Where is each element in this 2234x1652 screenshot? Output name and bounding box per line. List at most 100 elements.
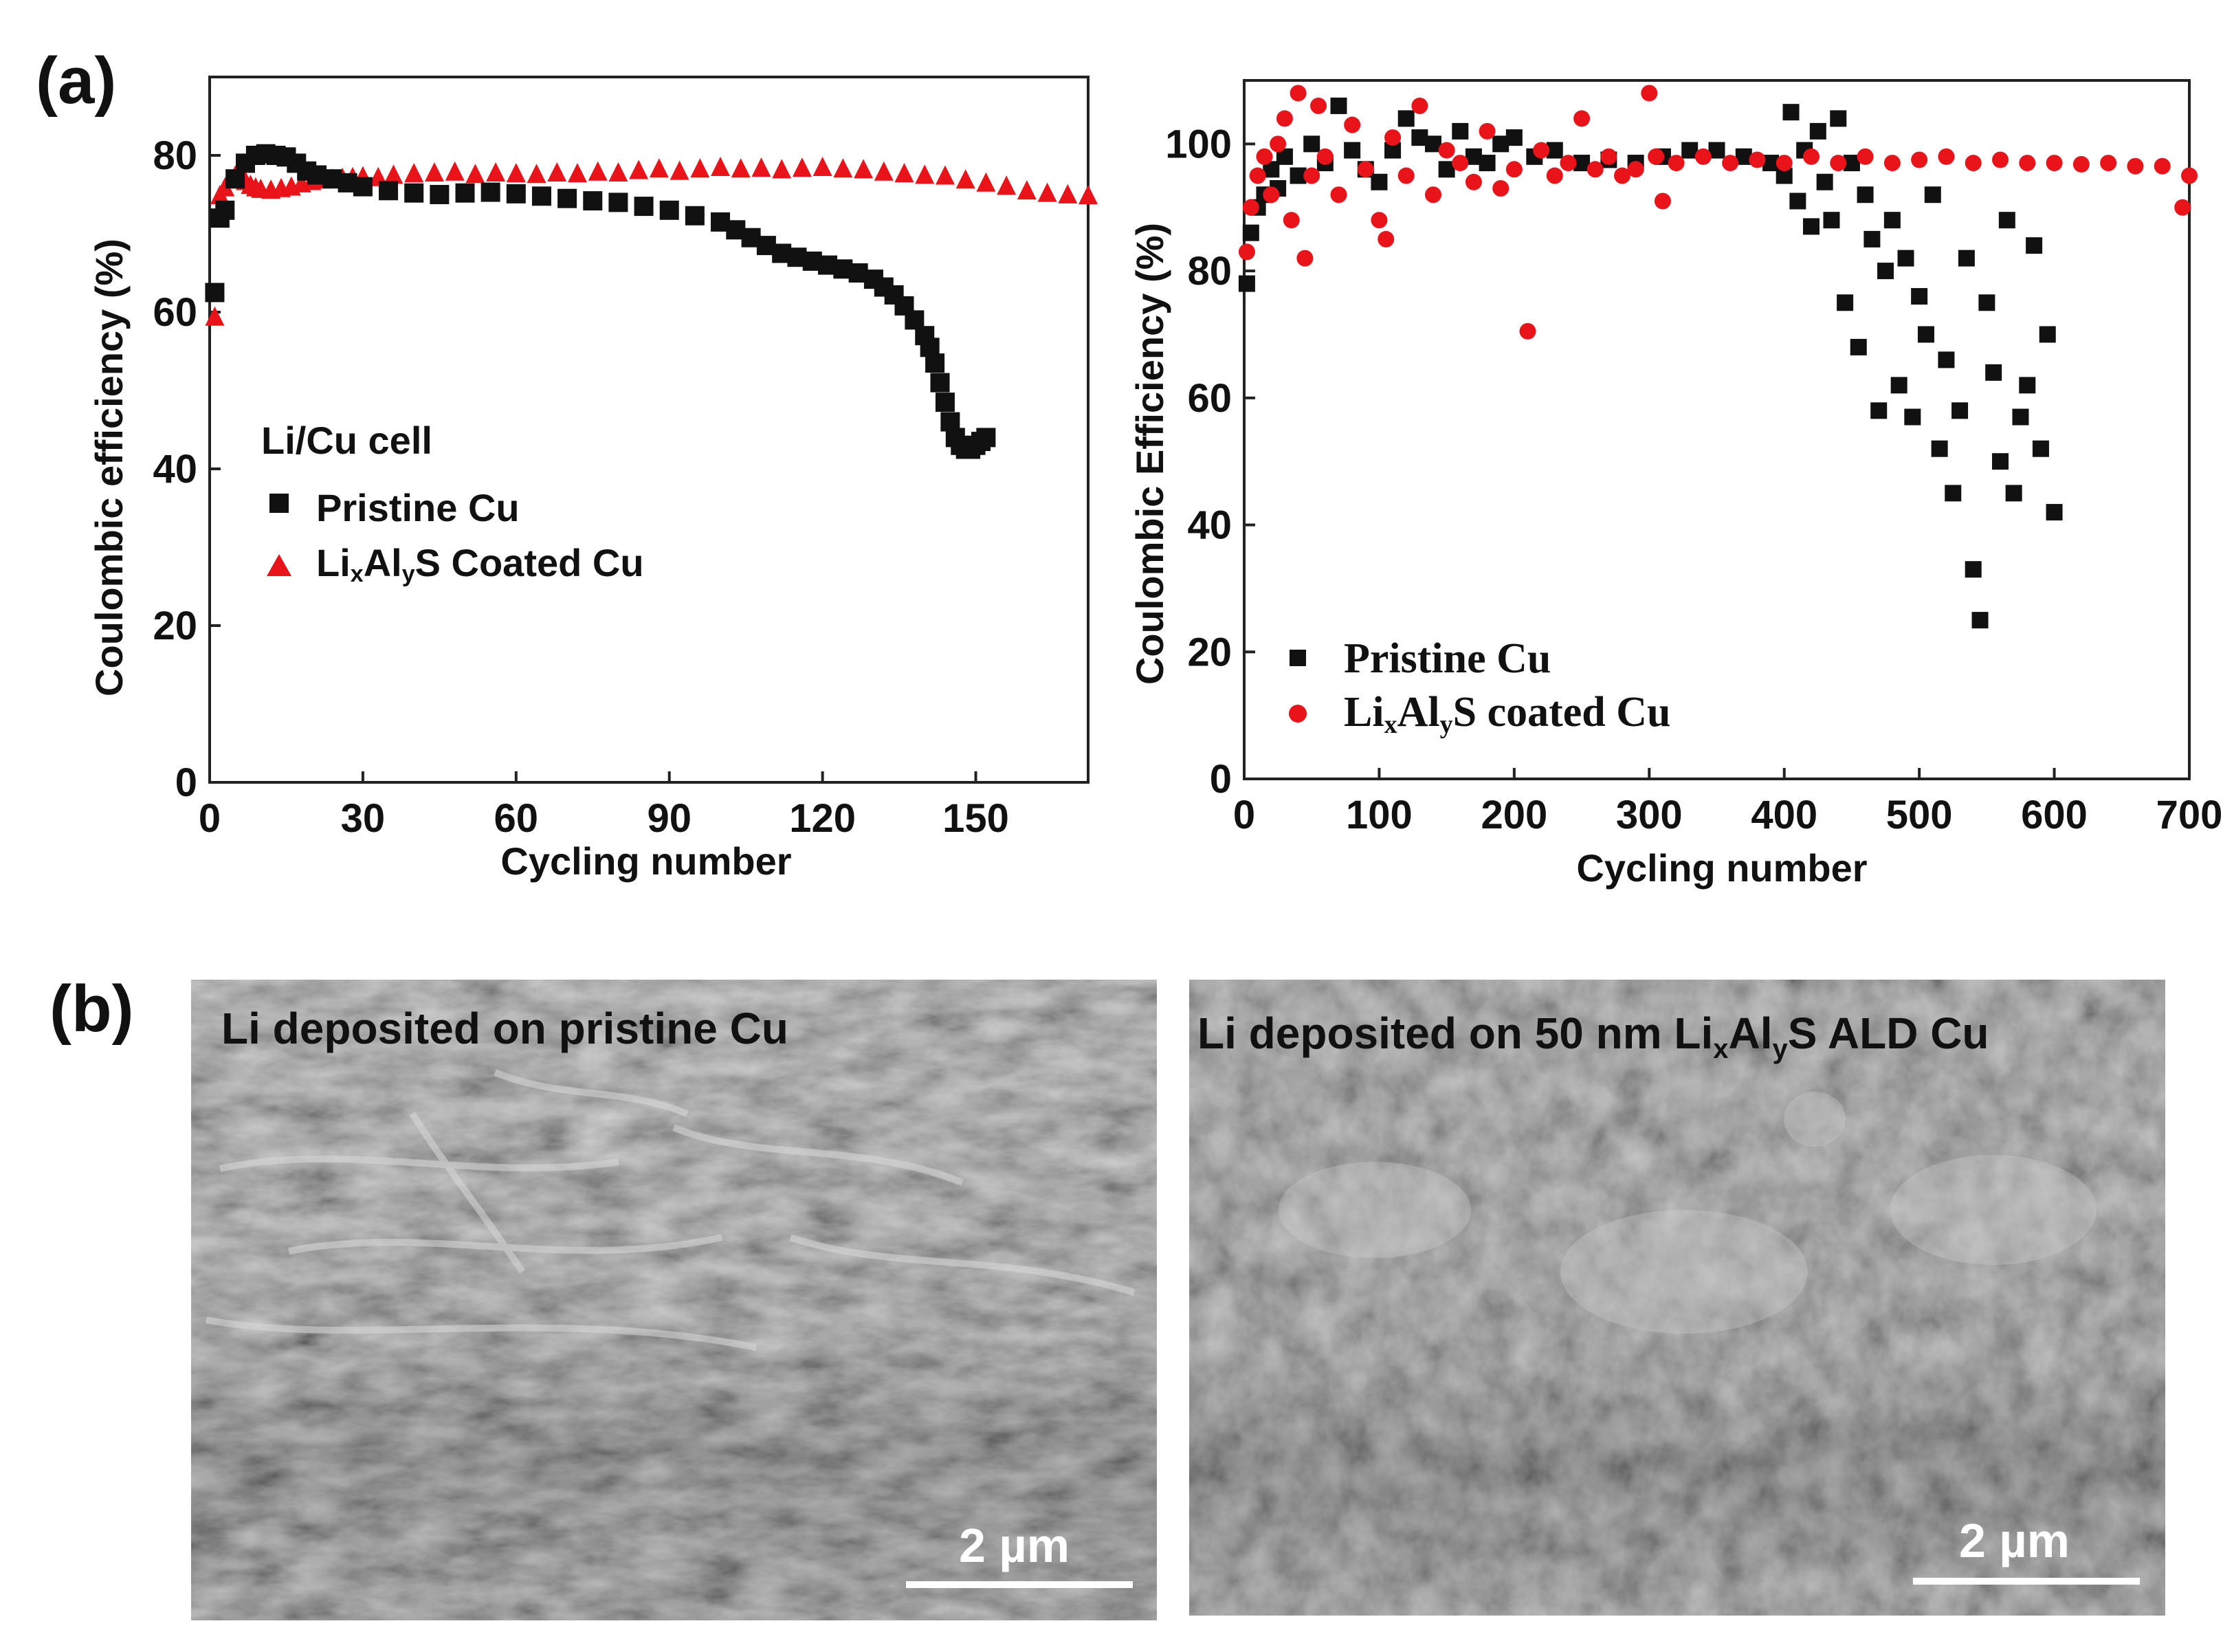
chart-right-pristine-point xyxy=(1452,122,1469,140)
sem-right-texture xyxy=(1189,980,2165,1616)
chart-right-pristine-point xyxy=(1303,135,1320,153)
chart-right-coated-point xyxy=(1256,148,1273,165)
chart-right-coated-point xyxy=(1722,155,1739,172)
chart-right-pristine-point xyxy=(1263,161,1280,178)
chart-left-legend-title: Li/Cu cell xyxy=(261,419,432,462)
chart-left-coated-point xyxy=(404,163,424,183)
chart-right-pristine-point xyxy=(1992,453,2009,470)
chart-left-pristine-point xyxy=(976,428,996,448)
chart-right-pristine-point xyxy=(1958,250,1975,267)
chart-left-coated-point xyxy=(1058,184,1078,203)
chart-right-coated-point xyxy=(2019,155,2036,172)
chart-right-pristine-point xyxy=(1344,142,1361,159)
chart-right-coated-point xyxy=(2181,167,2198,184)
chart-left-coated-point xyxy=(1037,182,1057,202)
chart-right-coated-point xyxy=(1283,212,1300,229)
chart-right-coated-point xyxy=(2100,155,2117,172)
chart-left-pristine-point xyxy=(925,353,945,373)
chart-right-pristine-point xyxy=(1965,561,1982,578)
chart-right-coated-point xyxy=(1357,161,1374,178)
chart-right-legend-coated-label: LixAlyS coated Cu xyxy=(1344,689,1671,739)
chart-left-pristine-point xyxy=(930,373,950,393)
chart-left-coated-point xyxy=(424,162,444,181)
sem-image-right: Li deposited on 50 nm LixAlyS ALD Cu 2 µ… xyxy=(1189,980,2165,1616)
chart-right-pristine-point xyxy=(1978,294,1995,311)
chart-right-coated-point xyxy=(1586,161,1604,178)
chart-left-x-title: Cycling number xyxy=(500,839,791,883)
chart-left-pristine-point xyxy=(608,192,628,212)
chart-right-pristine-point xyxy=(1870,402,1888,419)
chart-left: 0 20 40 60 80 0 30 60 90 120 150 Cycling number C… xyxy=(87,76,1098,883)
chart-right-coated-point xyxy=(1242,199,1259,216)
chart-right-coated-point xyxy=(1492,180,1509,197)
chart-right-pristine-point xyxy=(1816,173,1833,190)
chart-right-pristine-point xyxy=(2026,237,2043,254)
chart-right-xtick-label: 0 xyxy=(1233,793,1255,837)
chart-right-pristine-point xyxy=(1877,263,1894,280)
chart-right-legend-pristine-marker xyxy=(1290,650,1306,666)
chart-left-coated-point xyxy=(384,164,403,184)
chart-right-pristine-point xyxy=(1830,110,1847,127)
chart-right-pristine-point xyxy=(1904,408,1921,426)
chart-left-xtick-label: 30 xyxy=(341,796,386,841)
chart-right-xtick-label: 600 xyxy=(2021,793,2088,837)
chart-left-coated-point xyxy=(997,175,1017,195)
chart-right-coated-point xyxy=(1378,230,1395,247)
chart-right-ytick-label: 40 xyxy=(1187,503,1232,548)
panel-b-label: (b) xyxy=(49,972,134,1046)
chart-right-pristine-point xyxy=(1809,122,1826,140)
chart-right-pristine-point xyxy=(2005,485,2022,502)
chart-right-coated-point xyxy=(1371,212,1388,229)
chart-right-xtick-label: 500 xyxy=(1886,793,1953,837)
chart-left-coated-point xyxy=(567,163,587,183)
chart-right-legend-pristine-label: Pristine Cu xyxy=(1344,635,1551,682)
chart-right-pristine-point xyxy=(1945,485,1962,502)
sem-right-scale-label: 2 µm xyxy=(1959,1514,2070,1567)
chart-left-pristine-point xyxy=(634,197,654,217)
chart-right-pristine-point xyxy=(1850,338,1867,355)
chart-right-coated-point xyxy=(1614,167,1630,184)
chart-right-legend-coated-marker xyxy=(1289,705,1307,723)
chart-right-ytick-label: 0 xyxy=(1210,757,1232,802)
chart-right-pristine-point xyxy=(1837,294,1854,311)
chart-left-coated-point xyxy=(1017,180,1037,200)
chart-right-coated-point xyxy=(1296,250,1314,267)
chart-left-pristine-point xyxy=(659,200,679,220)
chart-left-coated-point xyxy=(854,159,874,179)
chart-right-legend: Pristine Cu LixAlyS coated Cu xyxy=(1289,635,1671,739)
chart-right-coated-point xyxy=(1425,186,1441,203)
chart-left-coated-point xyxy=(935,165,955,185)
chart-right-pristine-point xyxy=(1917,326,1934,343)
chart-right-coated-point xyxy=(1505,161,1523,178)
chart-left-pristine-point xyxy=(455,183,475,203)
chart-left-pristine-point xyxy=(215,200,235,220)
chart-left-xtick-label: 150 xyxy=(942,796,1009,841)
chart-right-coated-point xyxy=(1303,167,1320,184)
sem-left-scale-label: 2 µm xyxy=(959,1519,1070,1572)
chart-right-pristine-point xyxy=(1782,104,1800,121)
chart-right-coated-point xyxy=(2127,157,2144,175)
chart-right-pristine-point xyxy=(1897,250,1914,267)
chart-right-coated-point xyxy=(1238,243,1255,261)
chart-right-coated-point xyxy=(1803,148,1820,165)
chart-right-coated-point xyxy=(1533,142,1550,159)
chart-left-coated-point xyxy=(955,169,975,189)
chart-right-coated-point xyxy=(2072,155,2090,173)
chart-left-coated-point xyxy=(874,161,894,181)
chart-left-coated-point xyxy=(812,156,832,176)
chart-right-coated-point xyxy=(1830,155,1847,172)
chart-left-coated-point xyxy=(205,306,225,326)
chart-right-coated-point xyxy=(1648,148,1665,165)
chart-left-legend-coated-marker xyxy=(267,554,291,576)
sem-left-caption: Li deposited on pristine Cu xyxy=(221,1004,788,1053)
chart-right-xtick-label: 300 xyxy=(1616,793,1683,837)
chart-left-coated-point xyxy=(751,157,771,177)
sem-image-left: Li deposited on pristine Cu 2 µm xyxy=(191,980,1157,1620)
chart-right-coated-point xyxy=(1776,155,1793,172)
chart-left-coated-point xyxy=(465,164,485,184)
chart-right-pristine-point xyxy=(1971,612,1989,629)
chart-right-coated-point xyxy=(1479,122,1496,140)
chart-right-coated-point xyxy=(1749,151,1766,168)
chart-right-pristine-point xyxy=(2039,326,2056,343)
chart-right-pristine-point xyxy=(2046,504,2063,521)
